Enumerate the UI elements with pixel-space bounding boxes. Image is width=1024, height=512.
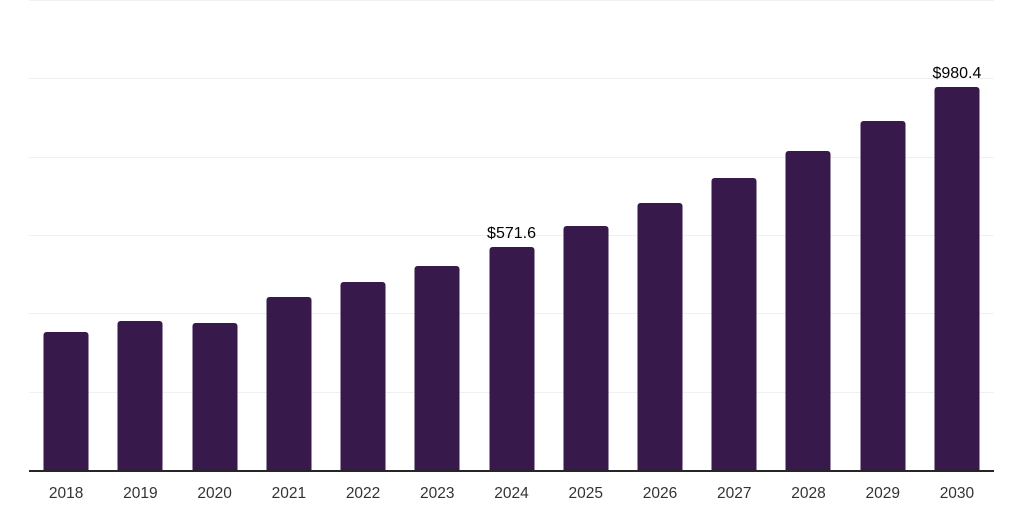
bar-2026 [637,203,683,471]
x-tick-label-2020: 2020 [197,485,232,502]
bar-value-label-2030: $980.4 [932,65,982,83]
x-tick-label-2018: 2018 [48,485,84,502]
bar-slot-2026 [623,1,697,471]
bar-2028 [785,150,831,471]
x-tick-label-2025: 2025 [568,485,603,502]
x-tick-label-2030: 2030 [939,485,975,502]
x-tick-label-2023: 2023 [420,485,455,502]
bar-2018 [43,331,89,471]
bar-2023 [414,266,460,471]
x-tick-label-2019: 2019 [123,485,158,502]
bar-slot-2019 [103,1,177,471]
bar-slot-2021 [252,1,326,471]
bar-2022 [340,282,386,471]
bar-slot-2024: $571.6 [474,1,548,471]
x-tick-label-2029: 2029 [865,485,900,502]
x-tick-label-2028: 2028 [791,485,826,502]
bar-slot-2025 [549,1,623,471]
x-tick-label-2022: 2022 [345,485,381,502]
bar-2025 [563,226,609,471]
bar-2019 [117,320,163,471]
bar-slot-2022 [326,1,400,471]
x-tick-label-2021: 2021 [271,485,307,502]
gridline-1000 [29,78,994,80]
bar-2020 [192,323,238,471]
bar-2029 [860,120,906,471]
x-axis-line [29,470,994,472]
bar-slot-2023 [400,1,474,471]
bars-container: $571.6 $980.4 [29,1,994,471]
x-axis-labels: 2018 2019 2020 2021 2022 2023 2024 2025 2026 2027… [29,485,994,504]
x-tick-label-2027: 2027 [716,485,752,502]
bar-slot-2027 [697,1,771,471]
bar-slot-2020 [177,1,251,471]
bar-slot-2018 [29,1,103,471]
bar-slot-2030: $980.4 [920,1,994,471]
bar-2021 [266,297,312,471]
bar-slot-2029 [846,1,920,471]
x-tick-label-2024: 2024 [494,485,529,502]
bar-value-label-2024: $571.6 [487,225,536,243]
bar-2027 [711,178,757,471]
bar-2030 [934,87,980,471]
gridline-1200 [29,0,994,1]
bar-slot-2028 [771,1,845,471]
x-tick-label-2026: 2026 [642,485,678,502]
bar-2024 [489,247,535,471]
gridline-800 [29,156,994,158]
gridline-600 [29,235,994,236]
